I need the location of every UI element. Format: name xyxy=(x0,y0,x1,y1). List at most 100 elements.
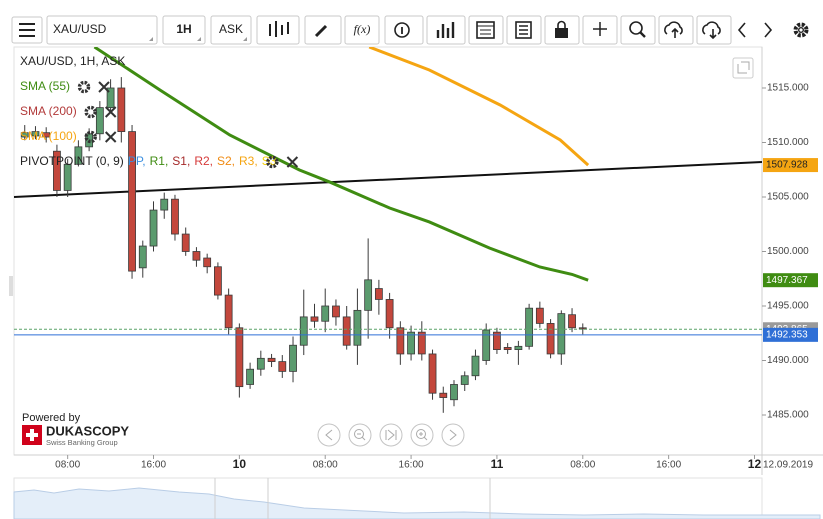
sma-label-bg xyxy=(763,273,818,288)
legend-settings[interactable] xyxy=(84,105,97,119)
indicators-button[interactable]: f(x) xyxy=(344,15,380,45)
candle-body xyxy=(417,331,426,355)
info-button[interactable] xyxy=(384,15,424,45)
candle-body xyxy=(364,279,373,311)
candle-body xyxy=(332,305,340,318)
legend: XAU/USD, 1H, ASK SMA (55) SMA (200) SMA (1… xyxy=(20,54,299,169)
candle-body xyxy=(353,309,362,346)
nav-reset[interactable] xyxy=(379,423,403,447)
symbol-select[interactable]: XAU/USD xyxy=(46,15,158,45)
x-tick-label: 10 xyxy=(233,457,247,471)
pivot-level: R2, xyxy=(194,154,213,168)
scroll-left-button[interactable] xyxy=(737,22,746,38)
candle-body xyxy=(310,316,319,322)
settings-button[interactable] xyxy=(793,22,809,38)
zoom-button[interactable] xyxy=(620,15,656,45)
y-tick-label: 1485.000 xyxy=(767,410,809,421)
candle-body xyxy=(128,131,136,272)
candle-body xyxy=(267,357,276,362)
x-tick-label: 08:00 xyxy=(55,460,80,471)
price-label-bg xyxy=(763,327,818,342)
function-label: f(x) xyxy=(354,22,371,36)
y-tick-label: 1490.000 xyxy=(767,355,809,366)
legend-remove[interactable] xyxy=(104,106,117,118)
pivot-level: S2, xyxy=(217,154,235,168)
candle-body xyxy=(31,131,40,137)
pivot-level: R3, xyxy=(239,154,258,168)
candle-body xyxy=(321,305,330,322)
timeframe-select[interactable]: 1H xyxy=(162,15,206,45)
candle-body xyxy=(181,233,190,252)
brand-name: DUKASCOPY xyxy=(46,423,129,438)
sma-label-bg xyxy=(763,158,818,173)
legend-remove[interactable] xyxy=(286,156,299,168)
legend-entry: SMA (55) xyxy=(20,79,70,93)
menu-button[interactable] xyxy=(11,16,43,44)
calendar-button[interactable] xyxy=(468,15,504,45)
sma-label: 1507.928 xyxy=(766,160,808,171)
crosshair-button[interactable] xyxy=(582,15,618,45)
candle-body xyxy=(138,245,147,269)
news-button[interactable] xyxy=(506,15,542,45)
candle-body xyxy=(493,331,501,350)
candle-body xyxy=(471,355,480,377)
popout-button[interactable] xyxy=(732,57,754,79)
upload-button[interactable] xyxy=(658,15,694,45)
download-button[interactable] xyxy=(696,15,732,45)
legend-remove[interactable] xyxy=(98,81,110,93)
timeframe: 1H xyxy=(176,22,191,36)
candle-body xyxy=(299,316,308,346)
candle-body xyxy=(428,353,437,394)
toolbar: XAU/USD 1H ASK f(x) xyxy=(0,0,823,46)
candle-body xyxy=(20,132,29,138)
scroll-handle xyxy=(9,276,13,296)
y-tick-label: 1510.000 xyxy=(767,137,809,148)
candle-body xyxy=(460,375,469,385)
x-tick-label: 11 xyxy=(491,457,504,471)
candle-body xyxy=(439,392,448,398)
candle-body xyxy=(160,198,169,211)
candle-body xyxy=(450,384,458,401)
brand-tagline: Swiss Banking Group xyxy=(46,438,118,447)
axes: 1485.000 1490.000 1495.000 1500.000 1505.000… xyxy=(55,83,818,471)
candle-body xyxy=(557,313,566,355)
x-tick-label: 16:00 xyxy=(141,460,166,471)
legend-settings[interactable] xyxy=(77,80,91,94)
candle-body xyxy=(525,307,534,347)
volume-button[interactable] xyxy=(426,15,466,45)
nav-forward[interactable] xyxy=(441,423,465,447)
chart-type-button[interactable] xyxy=(256,15,300,45)
candle-body xyxy=(503,347,512,350)
candle-body xyxy=(63,163,72,191)
nav-zoom-in[interactable] xyxy=(410,423,434,447)
candle-body xyxy=(256,357,265,370)
legend-entry: SMA (100) xyxy=(20,129,77,143)
pivot-level: R1, xyxy=(150,154,169,168)
candle-body xyxy=(42,132,51,138)
legend-remove[interactable] xyxy=(104,131,117,143)
legend-settings[interactable] xyxy=(84,130,97,144)
legend-settings[interactable] xyxy=(266,155,279,169)
candle-body xyxy=(192,251,201,261)
candle-body xyxy=(224,294,233,329)
x-tick-label: 08:00 xyxy=(313,460,338,471)
navigator xyxy=(13,477,821,519)
y-tick-label: 1500.000 xyxy=(767,246,809,257)
scroll-right-button[interactable] xyxy=(764,22,773,38)
candle-body xyxy=(235,327,244,388)
candle-body xyxy=(117,87,126,132)
pivot-level: PP, xyxy=(128,154,146,168)
candle-body xyxy=(342,316,351,346)
candle-body xyxy=(214,266,222,296)
y-tick-label: 1495.000 xyxy=(767,301,809,312)
candle-body xyxy=(171,198,179,235)
nav-zoom-out[interactable] xyxy=(348,423,372,447)
lock-button[interactable] xyxy=(544,15,580,45)
side-select[interactable]: ASK xyxy=(210,15,252,45)
nav-back[interactable] xyxy=(317,423,341,447)
candle-body xyxy=(385,299,394,329)
draw-button[interactable] xyxy=(304,15,342,45)
x-tick-label: 12 xyxy=(748,457,762,471)
candle-body xyxy=(95,107,104,135)
candle-body xyxy=(106,87,115,109)
